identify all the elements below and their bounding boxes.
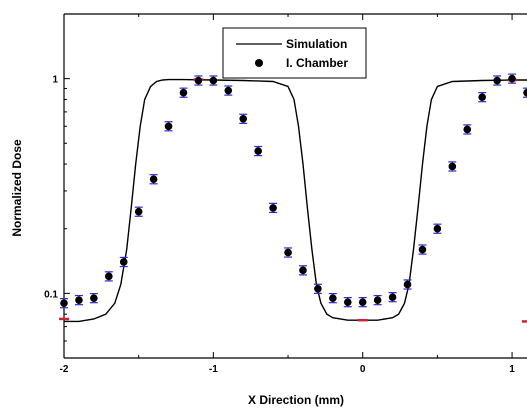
chamber-marker (254, 147, 262, 155)
y-tick-label: 1 (52, 75, 58, 86)
legend-box (222, 27, 367, 79)
data-point (328, 292, 337, 304)
data-point (358, 297, 367, 308)
chamber-marker (105, 272, 113, 281)
data-point (74, 294, 83, 306)
data-point (164, 121, 173, 132)
data-point (254, 145, 263, 157)
chamber-marker (209, 76, 218, 85)
chamber-marker (343, 298, 352, 306)
x-axis-label: X Direction (mm) (248, 393, 344, 407)
data-point (463, 124, 472, 135)
data-point (478, 91, 487, 103)
data-point (60, 298, 68, 309)
data-point (403, 279, 412, 290)
data-point (209, 75, 218, 86)
legend-marker-chamber (255, 59, 263, 67)
chamber-marker (329, 294, 337, 302)
x-axis-ticks: -2 -1 0 1 (60, 14, 515, 375)
data-point (149, 174, 158, 185)
data-point (104, 271, 113, 282)
chamber-marker (373, 296, 382, 304)
data-point (89, 292, 98, 304)
legend-label-chamber: I. Chamber (286, 56, 348, 70)
chamber-marker (119, 258, 128, 266)
chamber-marker (493, 76, 501, 85)
data-point (179, 87, 188, 98)
data-point (239, 113, 248, 124)
data-point (343, 297, 352, 308)
chamber-marker (60, 299, 68, 307)
data-point (194, 75, 203, 86)
y-axis-label: Normalized Dose (10, 139, 24, 237)
chamber-marker (90, 294, 98, 302)
chamber-marker (149, 175, 158, 184)
data-point (433, 223, 442, 234)
data-point (418, 244, 427, 255)
chamber-marker (418, 245, 427, 254)
chamber-marker (299, 266, 307, 275)
chamber-marker (284, 248, 292, 257)
data-point (373, 294, 382, 306)
chamber-marker (523, 88, 527, 97)
data-point (284, 247, 293, 258)
chamber-marker (463, 125, 472, 134)
data-point (523, 87, 527, 98)
data-point (388, 292, 397, 303)
data-point (298, 265, 307, 276)
data-point (134, 206, 143, 217)
chamber-marker (269, 204, 277, 212)
chamber-marker (448, 162, 457, 171)
data-point (448, 161, 457, 172)
data-point (269, 202, 278, 214)
data-point (508, 73, 517, 84)
chamber-marker (508, 74, 516, 83)
chamber-marker (164, 122, 173, 131)
data-point (224, 85, 233, 96)
chamber-marker (194, 76, 203, 85)
chamber-marker (433, 224, 442, 233)
chamber-marker (75, 296, 83, 304)
chamber-marker (314, 285, 322, 293)
y-axis-ticks: 0.11 (44, 75, 70, 342)
x-tick-label: -1 (209, 364, 218, 375)
data-point (119, 256, 128, 268)
data-point (313, 283, 322, 294)
legend-label-simulation: Simulation (286, 37, 347, 51)
legend: Simulation I. Chamber (222, 27, 367, 79)
chamber-marker (224, 86, 233, 95)
x-tick-label: 1 (509, 364, 515, 375)
chamber-series (60, 73, 527, 309)
chamber-marker (134, 207, 143, 216)
chamber-marker (478, 93, 486, 101)
data-point (493, 75, 502, 86)
chamber-marker (239, 115, 248, 123)
y-tick-label: 0.1 (44, 289, 58, 300)
chamber-marker (358, 298, 367, 306)
x-tick-label: 0 (360, 364, 366, 375)
chamber-marker (403, 280, 412, 289)
chamber-marker (388, 293, 397, 301)
x-tick-label: -2 (60, 364, 69, 375)
chamber-marker (179, 88, 188, 97)
